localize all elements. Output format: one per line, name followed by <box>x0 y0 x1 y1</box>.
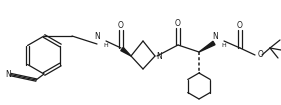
Text: N: N <box>156 51 162 60</box>
Text: N: N <box>5 70 11 79</box>
Text: O: O <box>118 20 124 30</box>
Polygon shape <box>121 47 131 56</box>
Text: N: N <box>212 32 218 41</box>
Text: O: O <box>237 20 243 30</box>
Text: O: O <box>258 49 264 58</box>
Polygon shape <box>199 41 215 52</box>
Text: O: O <box>175 18 181 28</box>
Text: H: H <box>221 43 226 48</box>
Text: H: H <box>103 43 108 48</box>
Text: N: N <box>94 32 100 41</box>
